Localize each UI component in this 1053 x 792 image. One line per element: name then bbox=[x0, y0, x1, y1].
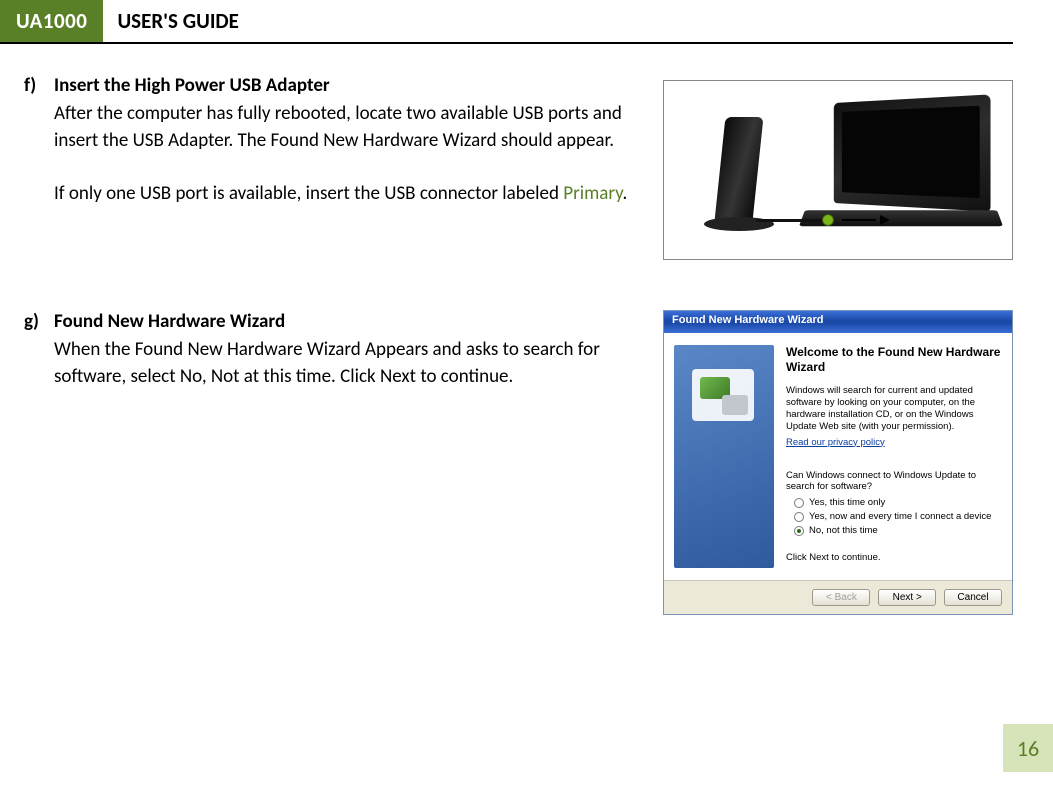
page-header: UA1000 USER'S GUIDE bbox=[0, 0, 1013, 44]
section-text: Found New Hardware Wizard When the Found… bbox=[54, 310, 663, 391]
doc-title: USER'S GUIDE bbox=[103, 0, 238, 42]
section-text: Insert the High Power USB Adapter After … bbox=[54, 74, 663, 208]
wizard-question: Can Windows connect to Windows Update to… bbox=[786, 470, 1002, 494]
wizard-click-next-text: Click Next to continue. bbox=[786, 552, 1002, 564]
wizard-heading: Welcome to the Found New Hardware Wizard bbox=[786, 345, 1002, 375]
figure-laptop-adapter bbox=[663, 74, 1013, 260]
section-title: Found New Hardware Wizard bbox=[54, 310, 643, 333]
page-number-badge: 16 bbox=[1003, 724, 1053, 772]
radio-option-yes-once[interactable]: Yes, this time only bbox=[794, 497, 1002, 508]
text-run: If only one USB port is available, inser… bbox=[54, 182, 563, 205]
radio-label: Yes, this time only bbox=[809, 497, 885, 508]
section-f: f) Insert the High Power USB Adapter Aft… bbox=[24, 74, 1013, 260]
section-para: After the computer has fully rebooted, l… bbox=[54, 101, 643, 155]
section-para: If only one USB port is available, inser… bbox=[54, 181, 643, 208]
wizard-body: Welcome to the Found New Hardware Wizard… bbox=[664, 333, 1012, 580]
wizard-side-graphic bbox=[674, 345, 774, 568]
plug-shape bbox=[822, 214, 834, 226]
section-marker: f) bbox=[24, 74, 54, 97]
back-button: < Back bbox=[812, 589, 870, 606]
section-title: Insert the High Power USB Adapter bbox=[54, 74, 643, 97]
next-button[interactable]: Next > bbox=[878, 589, 936, 606]
accent-word: Primary bbox=[563, 182, 622, 205]
cancel-button[interactable]: Cancel bbox=[944, 589, 1002, 606]
section-g: g) Found New Hardware Wizard When the Fo… bbox=[24, 310, 1013, 615]
wizard-intro-text: Windows will search for current and upda… bbox=[786, 385, 1002, 433]
wizard-footer: < Back Next > Cancel bbox=[664, 580, 1012, 614]
wizard-titlebar: Found New Hardware Wizard bbox=[664, 311, 1012, 333]
wizard-content: Welcome to the Found New Hardware Wizard… bbox=[786, 345, 1002, 568]
privacy-link[interactable]: Read our privacy policy bbox=[786, 437, 885, 448]
wizard-hardware-icon bbox=[692, 369, 754, 421]
page-content: f) Insert the High Power USB Adapter Aft… bbox=[0, 44, 1053, 615]
radio-label: Yes, now and every time I connect a devi… bbox=[809, 511, 991, 522]
radio-label: No, not this time bbox=[809, 525, 878, 536]
wizard-dialog: Found New Hardware Wizard Welcome to the… bbox=[663, 310, 1013, 615]
radio-option-yes-always[interactable]: Yes, now and every time I connect a devi… bbox=[794, 511, 1002, 522]
text-run: . bbox=[622, 182, 627, 205]
radio-icon bbox=[794, 512, 804, 522]
cable-shape bbox=[756, 219, 824, 222]
illustration-box bbox=[663, 80, 1013, 260]
section-para: When the Found New Hardware Wizard Appea… bbox=[54, 337, 643, 391]
usb-adapter-shape bbox=[715, 117, 764, 221]
laptop-screen-shape bbox=[834, 94, 991, 211]
section-marker: g) bbox=[24, 310, 54, 333]
product-badge: UA1000 bbox=[0, 0, 103, 42]
arrow-icon bbox=[842, 215, 890, 225]
radio-icon bbox=[794, 498, 804, 508]
radio-icon bbox=[794, 526, 804, 536]
radio-option-no[interactable]: No, not this time bbox=[794, 525, 1002, 536]
figure-wizard-dialog: Found New Hardware Wizard Welcome to the… bbox=[663, 310, 1013, 615]
